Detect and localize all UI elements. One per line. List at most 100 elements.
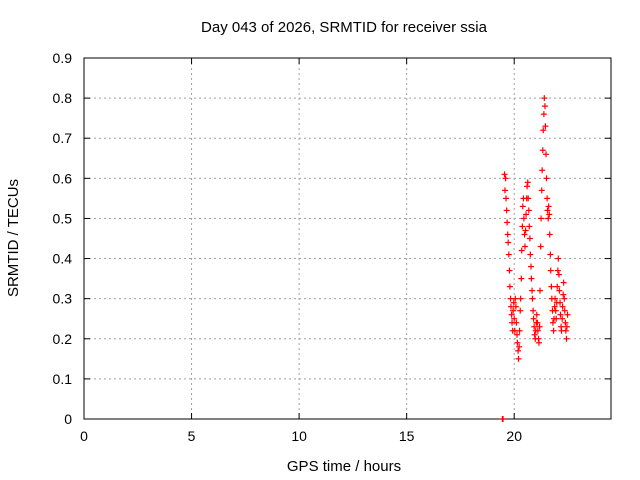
data-point [523, 211, 530, 218]
data-point [559, 315, 566, 322]
data-point [541, 103, 548, 110]
data-point [530, 315, 537, 322]
data-point [553, 315, 560, 322]
data-point [542, 123, 549, 130]
data-point [516, 343, 523, 350]
data-point [551, 303, 558, 310]
y-tick-label: 0.8 [53, 90, 73, 106]
x-tick-label: 10 [291, 428, 307, 444]
data-point [564, 311, 571, 318]
data-point [534, 327, 541, 334]
data-point [515, 347, 522, 354]
data-point [517, 295, 524, 302]
data-point [544, 195, 551, 202]
x-tick-label: 0 [80, 428, 88, 444]
data-point [544, 207, 551, 214]
data-point [514, 339, 521, 346]
data-point [560, 279, 567, 286]
data-point [526, 235, 533, 242]
data-point [546, 211, 553, 218]
data-point [560, 291, 567, 298]
data-point [527, 263, 534, 270]
data-point [540, 111, 547, 118]
y-tick-label: 0 [64, 411, 72, 427]
grid-lines [84, 58, 611, 419]
plot-frame [83, 57, 612, 420]
data-point [549, 319, 556, 326]
y-tick-label: 0.1 [53, 371, 73, 387]
data-point [557, 311, 564, 318]
axis-ticks: 0 0.1 0.2 0.3 0.4 0.5 0.6 0.7 0.8 0.9 0 5 10 15 20 [53, 50, 611, 444]
data-point [538, 187, 545, 194]
x-tick-label: 20 [506, 428, 522, 444]
y-tick-label: 0.3 [53, 291, 73, 307]
data-point [562, 327, 569, 334]
data-point [518, 275, 525, 282]
data-point [527, 251, 534, 258]
data-point [521, 243, 528, 250]
data-point [506, 283, 513, 290]
data-point [519, 223, 526, 230]
data-point [504, 231, 511, 238]
data-point [563, 335, 570, 342]
data-point [541, 95, 548, 102]
data-point [524, 183, 531, 190]
data-point [531, 323, 538, 330]
data-point [550, 327, 557, 334]
data-point [501, 187, 508, 194]
data-point [552, 295, 559, 302]
data-point [547, 267, 554, 274]
data-point [508, 311, 515, 318]
data-point [547, 251, 554, 258]
data-point [517, 307, 524, 314]
data-point [545, 215, 552, 222]
data-point [555, 271, 562, 278]
data-point [503, 207, 510, 214]
data-point [506, 267, 513, 274]
y-tick-label: 0.7 [53, 130, 73, 146]
data-point [503, 195, 510, 202]
data-point [501, 171, 508, 178]
data-point [538, 215, 545, 222]
data-point [556, 287, 563, 294]
data-point [554, 267, 561, 274]
data-point [561, 307, 568, 314]
data-point [540, 127, 547, 134]
y-tick-label: 0.4 [53, 251, 73, 267]
data-point [525, 207, 532, 214]
data-point [534, 319, 541, 326]
data-point [537, 287, 544, 294]
data-point [539, 167, 546, 174]
data-point [525, 195, 532, 202]
data-point [522, 227, 529, 234]
x-axis-label: GPS time / hours [287, 458, 401, 475]
y-axis-label: SRMTID / TECUs [5, 179, 22, 297]
y-tick-label: 0.9 [53, 50, 73, 66]
data-point [543, 151, 550, 158]
data-point [548, 283, 555, 290]
data-point [528, 275, 535, 282]
data-point [537, 243, 544, 250]
data-point [539, 147, 546, 154]
data-point [546, 231, 553, 238]
data-point [519, 203, 526, 210]
data-point [502, 175, 509, 182]
data-point [545, 203, 552, 210]
data-point [526, 223, 533, 230]
data-point [516, 327, 523, 334]
data-point [514, 331, 521, 338]
data-point [561, 295, 568, 302]
data-points [499, 95, 571, 422]
data-point [520, 215, 527, 222]
data-point [511, 315, 518, 322]
data-point [505, 239, 512, 246]
data-point [500, 416, 507, 422]
data-point [563, 323, 570, 330]
data-point [512, 295, 519, 302]
data-point [552, 307, 559, 314]
data-point [510, 307, 517, 314]
data-point [543, 175, 550, 182]
data-point [529, 287, 536, 294]
data-point [518, 247, 525, 254]
data-point [529, 295, 536, 302]
